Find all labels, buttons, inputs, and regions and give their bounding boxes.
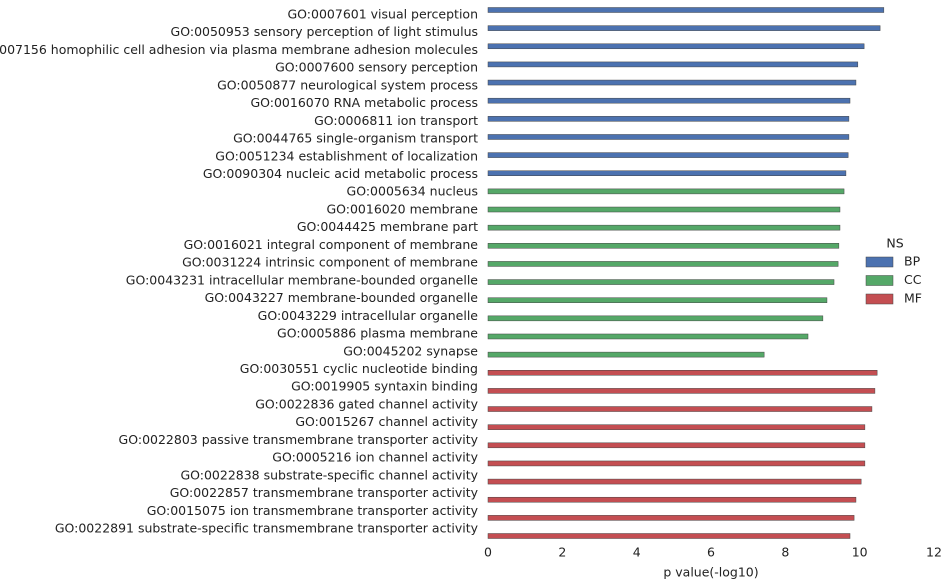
bar bbox=[487, 279, 835, 285]
bar bbox=[487, 116, 850, 122]
y-tick-label: GO:0031224 intrinsic component of membra… bbox=[182, 255, 478, 270]
bar bbox=[487, 206, 841, 213]
y-tick-label: GO:0044765 single-organism transport bbox=[233, 131, 478, 146]
x-tick-label: 0 bbox=[484, 545, 492, 560]
bar bbox=[487, 315, 824, 322]
y-tick-label: GO:0007601 visual perception bbox=[287, 7, 478, 22]
bar bbox=[487, 424, 866, 430]
bar bbox=[487, 25, 881, 31]
x-tick-label: 8 bbox=[781, 545, 789, 560]
bar bbox=[487, 188, 845, 195]
y-tick-label: GO:0043231 intracellular membrane-bounde… bbox=[126, 272, 479, 287]
x-tick-label: 2 bbox=[558, 545, 566, 560]
bar bbox=[487, 460, 866, 467]
y-tick-label: GO:0090304 nucleic acid metabolic proces… bbox=[203, 166, 478, 181]
legend-title: NS bbox=[886, 236, 903, 251]
y-tick-label: GO:0016020 membrane bbox=[326, 201, 478, 216]
bar bbox=[487, 442, 866, 449]
y-tick-label: GO:0030551 cyclic nucleotide binding bbox=[240, 361, 478, 376]
bar bbox=[487, 7, 885, 13]
legend-label: BP bbox=[904, 254, 921, 269]
y-tick-label: GO:0022836 gated channel activity bbox=[255, 396, 478, 411]
y-tick-label: GO:0007600 sensory perception bbox=[275, 60, 478, 75]
y-tick-label: GO:0005634 nucleus bbox=[347, 184, 478, 199]
y-tick-label: GO:0045202 synapse bbox=[343, 343, 478, 358]
y-tick-label: GO:0022838 substrate-specific channel ac… bbox=[180, 467, 478, 482]
x-tick-label: 4 bbox=[633, 545, 641, 560]
y-tick-label: GO:0006811 ion transport bbox=[314, 113, 478, 128]
bar bbox=[487, 152, 849, 158]
y-tick-label: GO:0022891 substrate-specific transmembr… bbox=[55, 521, 479, 536]
y-tick-label: GO:0022857 transmembrane transporter act… bbox=[170, 485, 479, 500]
bar bbox=[487, 134, 850, 140]
y-tick-label: GO:0015075 ion transmembrane transporter… bbox=[147, 503, 479, 518]
y-tick-label: GO:0016021 integral component of membran… bbox=[184, 237, 479, 252]
legend-swatch bbox=[865, 293, 894, 305]
x-tick-label: 6 bbox=[707, 545, 715, 560]
y-tick-label: GO:0007156 homophilic cell adhesion via … bbox=[0, 42, 478, 57]
bar bbox=[487, 406, 873, 412]
legend-swatch bbox=[865, 275, 894, 286]
y-tick-label: GO:0051234 establishment of localization bbox=[215, 148, 478, 163]
bar bbox=[487, 224, 841, 231]
x-tick-label: 10 bbox=[852, 545, 868, 560]
bar bbox=[487, 97, 851, 104]
bar bbox=[487, 533, 851, 539]
legend-label: MF bbox=[904, 291, 922, 306]
y-tick-label: GO:0044425 membrane part bbox=[297, 219, 478, 234]
y-tick-label: GO:0022803 passive transmembrane transpo… bbox=[119, 432, 479, 447]
bar bbox=[487, 515, 855, 521]
y-tick-label: GO:0005216 ion channel activity bbox=[272, 450, 478, 465]
bar bbox=[487, 261, 839, 267]
y-tick-label: GO:0019905 syntaxin binding bbox=[291, 379, 478, 394]
x-tick-label: 12 bbox=[926, 545, 942, 560]
y-tick-label: GO:0005886 plasma membrane bbox=[277, 326, 478, 341]
bar bbox=[487, 370, 878, 376]
legend-label: CC bbox=[904, 272, 922, 287]
bar bbox=[487, 388, 876, 394]
x-axis-label: p value(-log10) bbox=[663, 565, 758, 580]
bar bbox=[487, 297, 828, 303]
y-tick-label: GO:0050953 sensory perception of light s… bbox=[171, 24, 478, 39]
y-tick-label: GO:0043229 intracellular organelle bbox=[258, 308, 479, 323]
bar bbox=[487, 43, 865, 50]
bar bbox=[487, 170, 847, 176]
bar bbox=[487, 79, 857, 86]
bar bbox=[487, 61, 859, 68]
legend-swatch bbox=[865, 256, 894, 268]
y-tick-label: GO:0043227 membrane-bounded organelle bbox=[205, 290, 479, 305]
bar bbox=[487, 351, 765, 358]
bar bbox=[487, 243, 840, 249]
y-tick-label: GO:0050877 neurological system process bbox=[217, 77, 478, 92]
bar bbox=[487, 478, 862, 485]
y-tick-label: GO:0016070 RNA metabolic process bbox=[250, 95, 478, 110]
y-tick-label: GO:0015267 channel activity bbox=[295, 414, 478, 429]
bar bbox=[487, 333, 809, 340]
bar bbox=[487, 496, 857, 503]
